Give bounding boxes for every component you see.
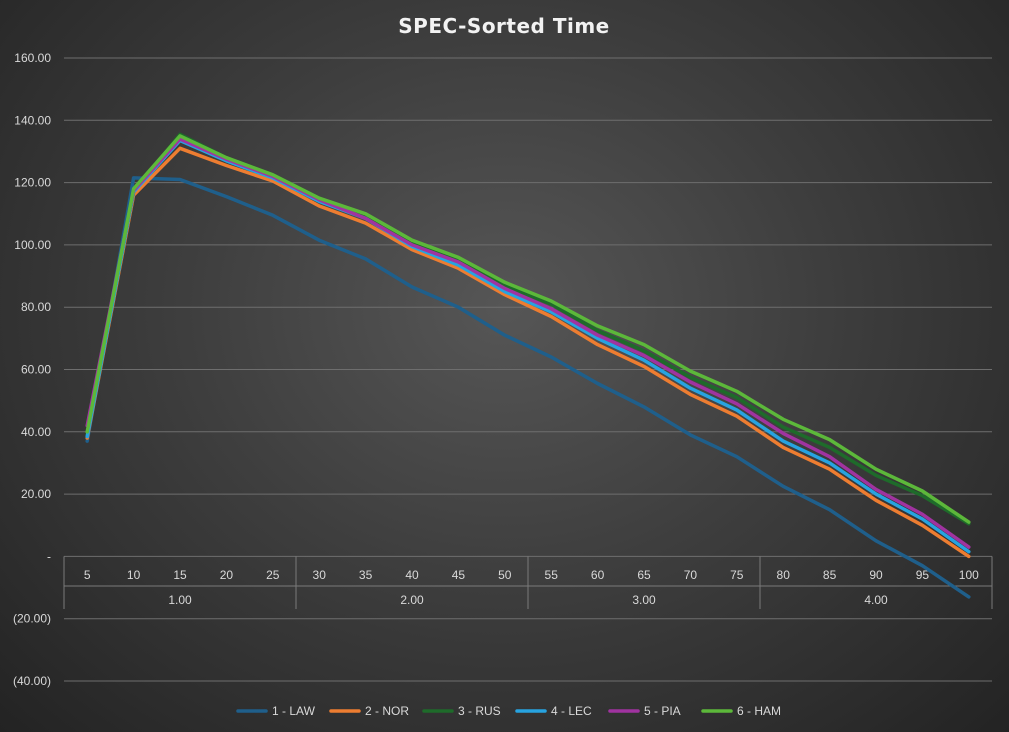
x-tick-label: 75 xyxy=(730,568,744,582)
x-tick-label: 25 xyxy=(266,568,280,582)
legend-label: 6 - HAM xyxy=(737,704,781,718)
y-tick-label: 160.00 xyxy=(14,51,51,65)
x-tick-label: 50 xyxy=(498,568,512,582)
x-tick-label: 20 xyxy=(220,568,234,582)
x-tick-label: 55 xyxy=(545,568,559,582)
y-tick-label: 120.00 xyxy=(14,176,51,190)
x-tick-label: 15 xyxy=(173,568,187,582)
x-tick-label: 95 xyxy=(916,568,930,582)
series-line xyxy=(85,176,971,599)
series-line xyxy=(85,134,971,524)
x-group-label: 2.00 xyxy=(400,593,424,607)
legend-label: 5 - PIA xyxy=(644,704,681,718)
legend-item[interactable]: 6 - HAM xyxy=(701,704,781,718)
y-tick-label: 40.00 xyxy=(21,425,51,439)
y-tick-label: (20.00) xyxy=(13,612,51,626)
x-tick-label: 60 xyxy=(591,568,605,582)
y-tick-label: 60.00 xyxy=(21,363,51,377)
x-tick-label: 30 xyxy=(313,568,327,582)
y-tick-label: 80.00 xyxy=(21,300,51,314)
x-group-label: 4.00 xyxy=(864,593,888,607)
x-tick-label: 65 xyxy=(637,568,651,582)
legend-item[interactable]: 4 - LEC xyxy=(515,704,592,718)
x-tick-label: 100 xyxy=(959,568,979,582)
x-group-label: 1.00 xyxy=(168,593,192,607)
legend-item[interactable]: 5 - PIA xyxy=(608,704,681,718)
y-tick-label: 140.00 xyxy=(14,113,51,127)
y-tick-label: 100.00 xyxy=(14,238,51,252)
series-lines xyxy=(85,132,971,599)
legend[interactable]: 1 - LAW 2 - NOR 3 - RUS 4 - LEC 5 - PIA 6 - H… xyxy=(236,704,781,718)
y-tick-label: (40.00) xyxy=(13,674,51,688)
y-tick-label: - xyxy=(47,549,51,563)
x-tick-label: 35 xyxy=(359,568,373,582)
x-tick-label: 5 xyxy=(84,568,91,582)
y-tick-label: 20.00 xyxy=(21,487,51,501)
x-tick-label: 45 xyxy=(452,568,466,582)
x-axis: 1.00 2.00 3.00 4.00 5 10 15 20 25 30 35 40 45 50 55 60 6… xyxy=(63,556,993,609)
x-tick-label: 10 xyxy=(127,568,141,582)
series-line xyxy=(85,137,971,549)
x-tick-label: 70 xyxy=(684,568,698,582)
legend-item[interactable]: 1 - LAW xyxy=(236,704,316,718)
legend-label: 4 - LEC xyxy=(551,704,592,718)
chart-title: SPEC-Sorted Time xyxy=(398,14,609,38)
series-line xyxy=(85,146,971,559)
legend-label: 1 - LAW xyxy=(272,704,316,718)
legend-item[interactable]: 3 - RUS xyxy=(422,704,501,718)
x-tick-label: 80 xyxy=(777,568,791,582)
x-group-label: 3.00 xyxy=(632,593,656,607)
x-tick-label: 90 xyxy=(869,568,883,582)
legend-item[interactable]: 2 - NOR xyxy=(329,704,409,718)
y-axis-labels: 160.00 140.00 120.00 100.00 80.00 60.00 40.00 2… xyxy=(13,51,51,688)
x-tick-label: 40 xyxy=(405,568,419,582)
x-tick-label: 85 xyxy=(823,568,837,582)
legend-label: 2 - NOR xyxy=(365,704,409,718)
legend-label: 3 - RUS xyxy=(458,704,501,718)
